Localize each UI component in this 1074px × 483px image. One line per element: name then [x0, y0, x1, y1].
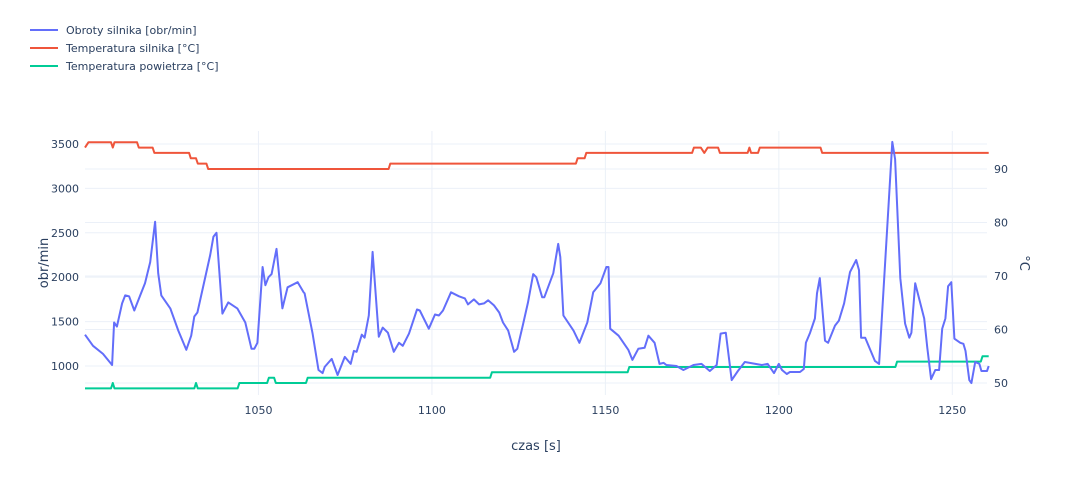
y2-tick-label: 60 [994, 324, 1008, 337]
y2-tick-label: 90 [994, 163, 1008, 176]
y-tick-label: 1500 [51, 316, 79, 329]
y-axis-title: obr/min [37, 238, 52, 288]
y-tick-label: 2000 [51, 271, 79, 284]
engine-temp-line[interactable] [84, 141, 989, 170]
legend-swatch-line-icon [30, 47, 58, 49]
legend-item-air-temp[interactable]: Temperatura powietrza [°C] [30, 57, 219, 75]
x-tick-label: 1050 [244, 404, 272, 417]
engine-rpm-line[interactable] [84, 140, 990, 385]
y-tick-label: 2500 [51, 227, 79, 240]
y2-tick-label: 50 [994, 377, 1008, 390]
legend-swatch-line-icon [30, 29, 58, 31]
y-tick-label: 1000 [51, 360, 79, 373]
x-tick-label: 1200 [765, 404, 793, 417]
x-tick-label: 1250 [938, 404, 966, 417]
legend: Obroty silnika [obr/min] Temperatura sil… [30, 21, 219, 75]
air-temp-line[interactable] [85, 355, 989, 390]
x-tick-label: 1100 [418, 404, 446, 417]
legend-label: Temperatura silnika [°C] [66, 41, 200, 55]
y-tick-label: 3500 [51, 138, 79, 151]
plot-area[interactable] [84, 140, 990, 390]
legend-item-engine-rpm[interactable]: Obroty silnika [obr/min] [30, 21, 219, 39]
x-axis-title: czas [s] [511, 439, 561, 454]
y-tick-label: 3000 [51, 182, 79, 195]
axes: 1050 1100 1150 1200 1250 1000 1500 2000 2500 3000… [51, 138, 1008, 417]
legend-item-engine-temp[interactable]: Temperatura silnika [°C] [30, 39, 219, 57]
x-tick-label: 1150 [591, 404, 619, 417]
legend-label: Obroty silnika [obr/min] [66, 23, 197, 37]
y2-tick-label: 80 [994, 216, 1008, 229]
gridlines [85, 131, 987, 395]
y2-tick-label: 70 [994, 270, 1008, 283]
legend-label: Temperatura powietrza [°C] [66, 59, 219, 73]
y2-axis-title: °C [1016, 255, 1031, 271]
legend-swatch-line-icon [30, 65, 58, 67]
